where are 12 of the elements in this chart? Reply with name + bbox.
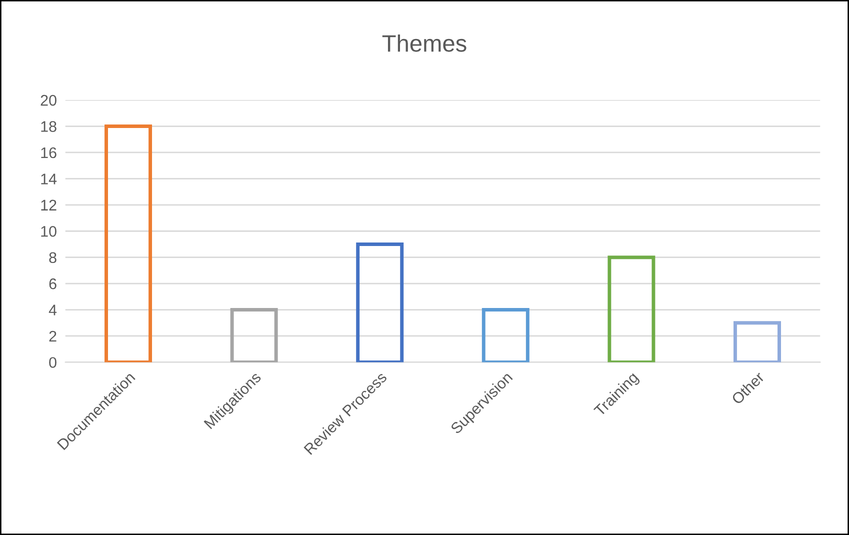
- chart-title: Themes: [382, 34, 466, 52]
- y-tick-label: 14: [41, 174, 57, 184]
- y-tick-label: 20: [40, 94, 56, 106]
- y-tick-label: 2: [49, 330, 56, 342]
- y-tick-label: 10: [41, 226, 56, 237]
- y-tick-label: 8: [49, 252, 56, 264]
- y-tick-label: 0: [49, 357, 56, 368]
- y-tick-label: 12: [41, 200, 56, 210]
- y-tick-label: 4: [48, 304, 57, 316]
- y-tick-label: 6: [49, 278, 56, 290]
- y-tick-label: 18: [41, 121, 56, 132]
- y-tick-label: 16: [41, 147, 56, 158]
